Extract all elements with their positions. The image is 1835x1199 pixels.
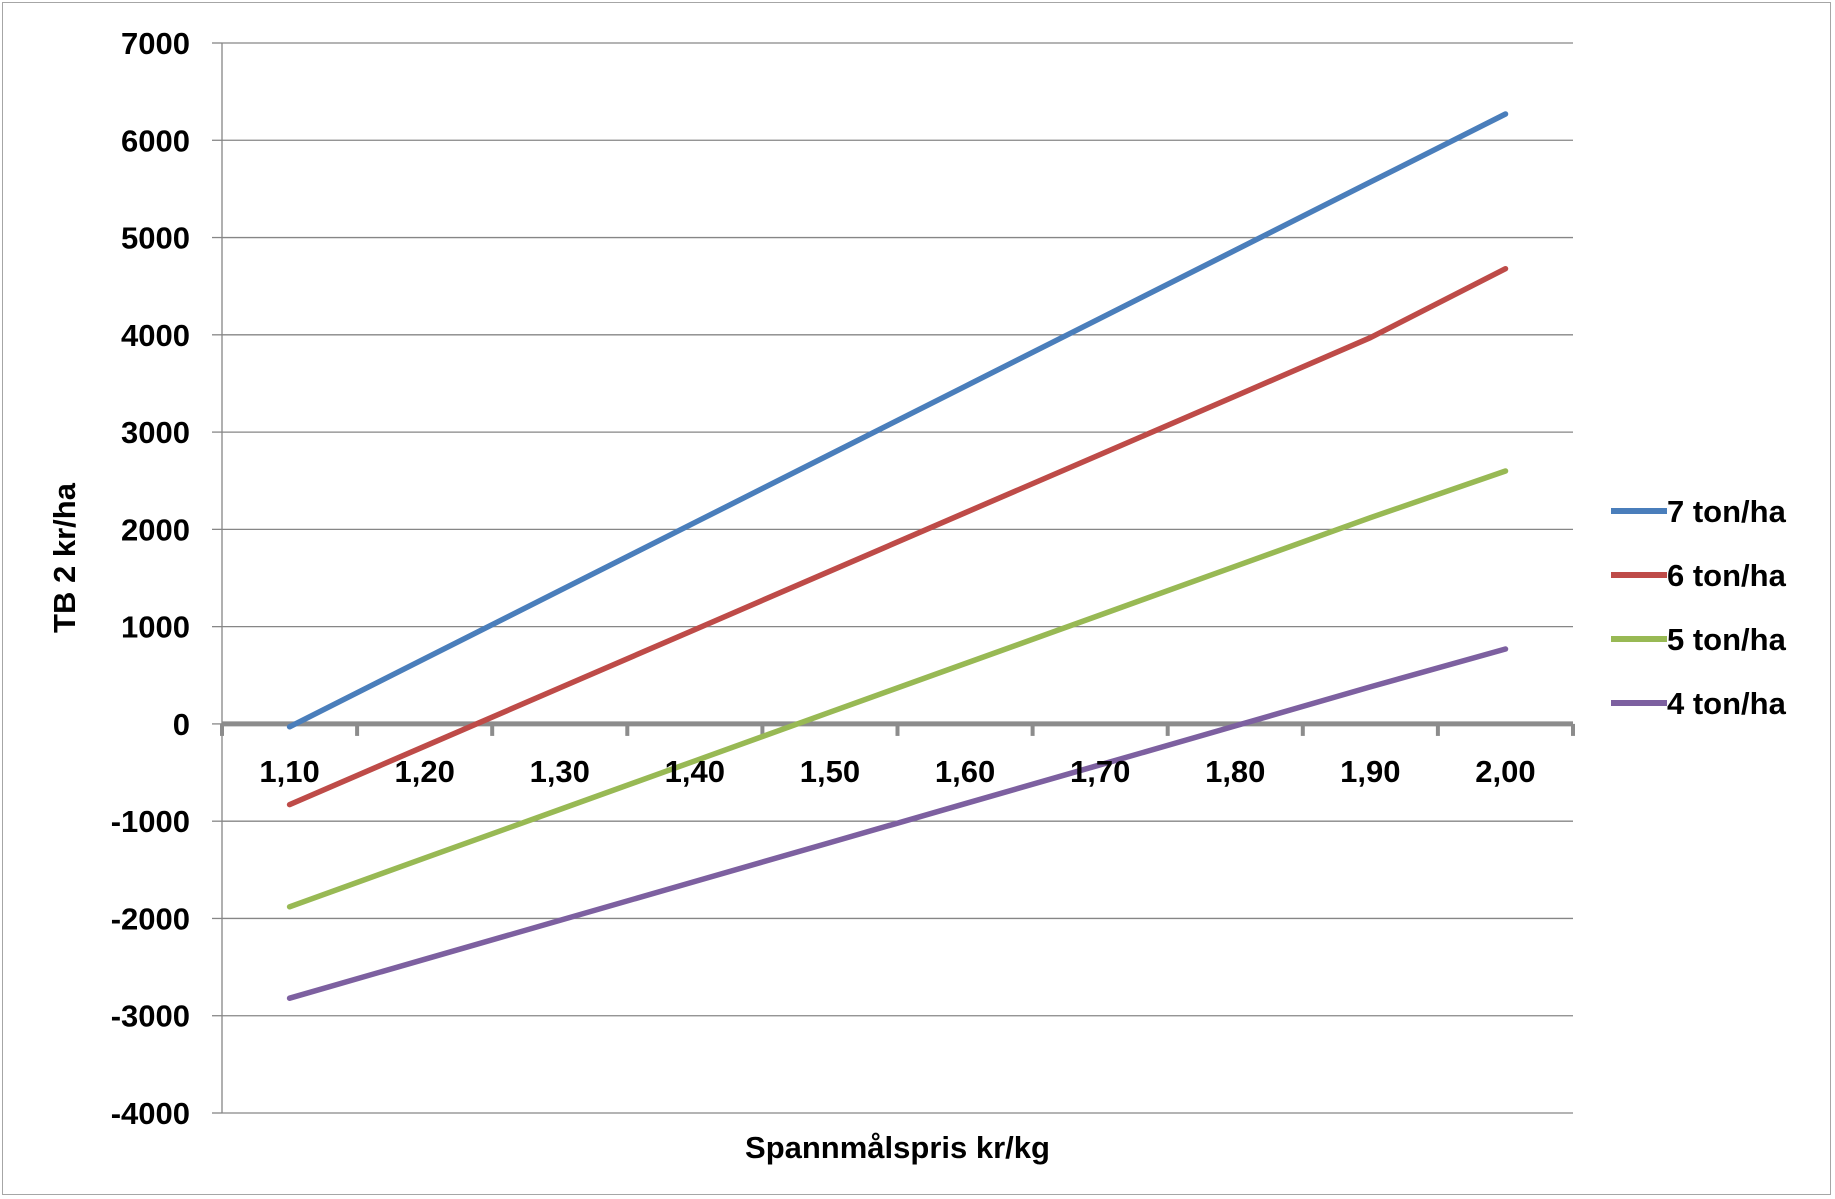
y-tick-label: 7000 [121,26,190,61]
series-line [286,265,1509,808]
y-tick-label: 6000 [121,123,190,158]
x-tick-label: 1,50 [800,754,860,789]
legend: 7 ton/ha 6 ton/ha 5 ton/ha 4 ton/ha [1611,494,1787,721]
axes [212,42,1575,1114]
x-tick-label: 1,30 [530,754,590,789]
x-tick-label: 1,70 [1070,754,1130,789]
y-tick-label: 2000 [121,512,190,547]
legend-label: 6 ton/ha [1667,558,1787,593]
y-axis-title: TB 2 kr/ha [47,482,82,633]
y-tick-label: 3000 [121,415,190,450]
y-tick-label: 4000 [121,318,190,353]
x-tick-labels: 1,10 1,20 1,30 1,40 1,50 1,60 1,70 1,80 1,90 2,00 [259,754,1535,789]
y-tick-label: -4000 [111,1096,190,1131]
y-tick-label: 1000 [121,610,190,645]
x-tick-label: 1,20 [394,754,454,789]
line-chart: 7000 6000 5000 4000 3000 2000 1000 0 -1000 -2000 -… [47,26,1787,1165]
series-line [286,646,1509,1001]
x-axis-title: Spannmålspris kr/kg [745,1130,1050,1165]
series-line [286,468,1509,910]
legend-label: 7 ton/ha [1667,494,1787,529]
series-lines [286,111,1509,1001]
x-tick-label: 1,80 [1205,754,1265,789]
y-tick-label: 5000 [121,221,190,256]
y-tick-label: 0 [173,707,190,742]
gridlines [222,42,1573,1114]
y-tick-label: -3000 [111,999,190,1034]
x-tick-label: 1,10 [259,754,319,789]
x-tick-label: 2,00 [1475,754,1535,789]
x-tick-label: 1,90 [1340,754,1400,789]
y-tick-label: -2000 [111,901,190,936]
legend-label: 4 ton/ha [1667,686,1787,721]
y-tick-label: -1000 [111,804,190,839]
legend-label: 5 ton/ha [1667,622,1787,657]
x-tick-label: 1,60 [935,754,995,789]
x-tick-label: 1,40 [665,754,725,789]
y-tick-labels: 7000 6000 5000 4000 3000 2000 1000 0 -1000 -2000 -… [111,26,190,1131]
series-line [286,111,1509,730]
